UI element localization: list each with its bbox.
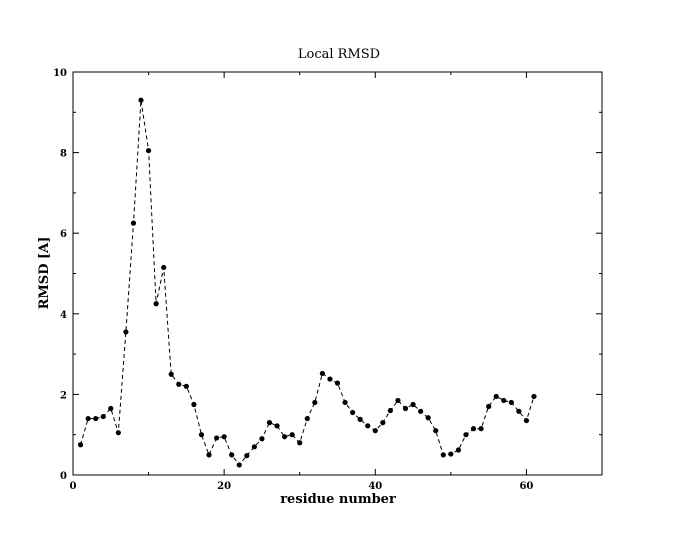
- chart-title: Local RMSD: [298, 47, 380, 62]
- data-point: [191, 401, 197, 408]
- data-point: [161, 264, 167, 271]
- data-point: [168, 371, 174, 377]
- y-tick-label: 4: [60, 310, 67, 321]
- data-point: [380, 420, 386, 426]
- y-axis-label: RMSD [A]: [37, 237, 52, 310]
- data-points: [77, 97, 537, 468]
- data-point: [418, 408, 424, 414]
- x-tick-label: 0: [70, 481, 77, 492]
- data-point: [312, 399, 318, 406]
- x-tick-label: 40: [368, 481, 382, 492]
- y-tick-label: 10: [53, 68, 67, 79]
- data-point: [508, 399, 514, 406]
- data-point: [153, 301, 159, 307]
- data-point: [334, 380, 341, 386]
- data-point: [463, 432, 469, 438]
- data-point: [516, 408, 522, 414]
- data-point: [297, 440, 303, 446]
- data-point: [304, 415, 310, 422]
- data-point: [251, 444, 257, 450]
- data-point: [501, 397, 507, 404]
- tick-labels: 0 20 40 60 0 2 4 6 8 10: [53, 68, 533, 492]
- data-point: [236, 462, 242, 468]
- data-point: [523, 417, 530, 424]
- data-point: [448, 451, 454, 457]
- data-point: [183, 383, 189, 389]
- data-point: [244, 453, 250, 459]
- x-tick-label: 60: [519, 481, 533, 492]
- data-point: [493, 393, 499, 400]
- data-point: [395, 397, 401, 404]
- x-tick-label: 20: [217, 481, 231, 492]
- data-point: [100, 413, 106, 420]
- data-point: [274, 423, 280, 429]
- data-point: [289, 432, 295, 438]
- data-point: [425, 415, 431, 421]
- data-point: [410, 401, 416, 408]
- data-point: [115, 430, 121, 436]
- data-point: [455, 447, 462, 453]
- data-point: [357, 416, 363, 422]
- data-point: [372, 428, 378, 434]
- data-point: [433, 428, 439, 434]
- plot-frame: [72, 71, 603, 476]
- data-point: [470, 426, 477, 432]
- data-point: [342, 399, 348, 406]
- y-tick-label: 2: [60, 390, 67, 401]
- data-point: [327, 376, 333, 382]
- y-tick-label: 6: [60, 229, 67, 240]
- data-point: [402, 405, 409, 412]
- data-point: [145, 147, 152, 154]
- data-point: [259, 436, 265, 442]
- data-point: [266, 420, 273, 426]
- data-point: [440, 452, 446, 458]
- data-point: [85, 415, 91, 422]
- data-point: [123, 329, 129, 335]
- data-point: [206, 452, 212, 458]
- data-point: [213, 435, 220, 441]
- data-point: [282, 434, 288, 440]
- data-point: [77, 442, 84, 448]
- data-point: [387, 407, 393, 414]
- y-tick-label: 0: [60, 471, 67, 482]
- data-point: [138, 97, 144, 103]
- y-tick-label: 8: [60, 149, 67, 160]
- data-point: [365, 423, 371, 429]
- data-point: [221, 434, 227, 440]
- data-point: [486, 403, 492, 410]
- x-axis-label: residue number: [280, 492, 396, 507]
- series-line: [80, 100, 535, 466]
- data-point: [229, 452, 235, 458]
- data-point: [478, 426, 484, 432]
- data-point: [176, 381, 182, 387]
- data-point: [198, 432, 205, 438]
- axis-ticks: [72, 71, 603, 476]
- data-point: [319, 370, 325, 377]
- data-point: [108, 405, 114, 412]
- data-point: [130, 220, 137, 226]
- data-point: [531, 393, 537, 400]
- data-point: [350, 409, 356, 416]
- data-point: [93, 415, 99, 422]
